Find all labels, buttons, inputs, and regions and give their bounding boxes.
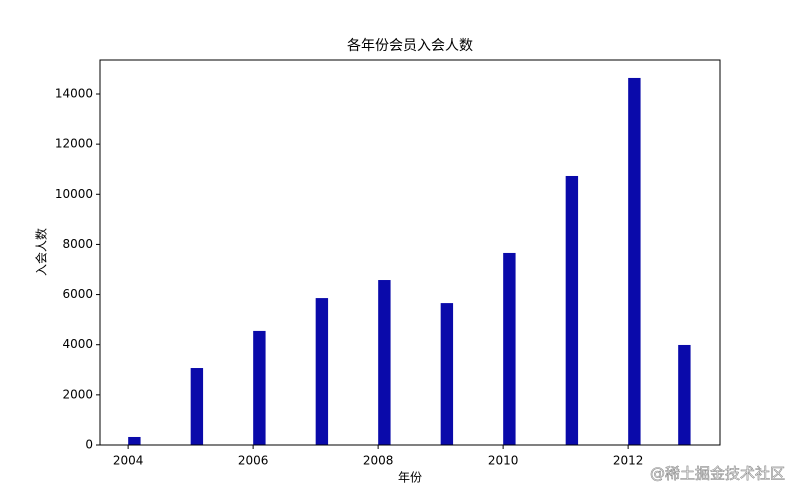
y-tick-label: 14000: [55, 86, 93, 100]
bar: [565, 175, 579, 445]
watermark: @稀土掘金技术社区: [650, 465, 785, 483]
bar: [628, 77, 641, 445]
x-tick-label: 2008: [363, 454, 394, 468]
bar: [190, 368, 204, 445]
y-tick-label: 0: [85, 438, 93, 452]
bar: [678, 344, 691, 445]
bar: [253, 330, 266, 445]
x-tick-label: 2012: [613, 454, 644, 468]
bar: [378, 280, 391, 445]
y-tick-label: 12000: [55, 137, 93, 151]
x-tick-label: 2006: [238, 454, 269, 468]
y-tick-label: 2000: [62, 387, 93, 401]
x-tick-label: 2004: [113, 454, 144, 468]
bar: [128, 436, 141, 445]
bar: [440, 303, 454, 445]
chart-title: 各年份会员入会人数: [347, 38, 473, 54]
bar: [503, 252, 516, 445]
y-axis-label: 入会人数: [34, 228, 49, 276]
x-tick-label: 2010: [488, 454, 519, 468]
y-tick-label: 10000: [55, 187, 93, 201]
x-axis-label: 年份: [398, 471, 422, 485]
y-tick-label: 6000: [62, 287, 93, 301]
y-tick-label: 4000: [62, 337, 93, 351]
bar: [315, 298, 329, 445]
plot-frame: [99, 59, 721, 446]
y-tick-label: 8000: [62, 237, 93, 251]
